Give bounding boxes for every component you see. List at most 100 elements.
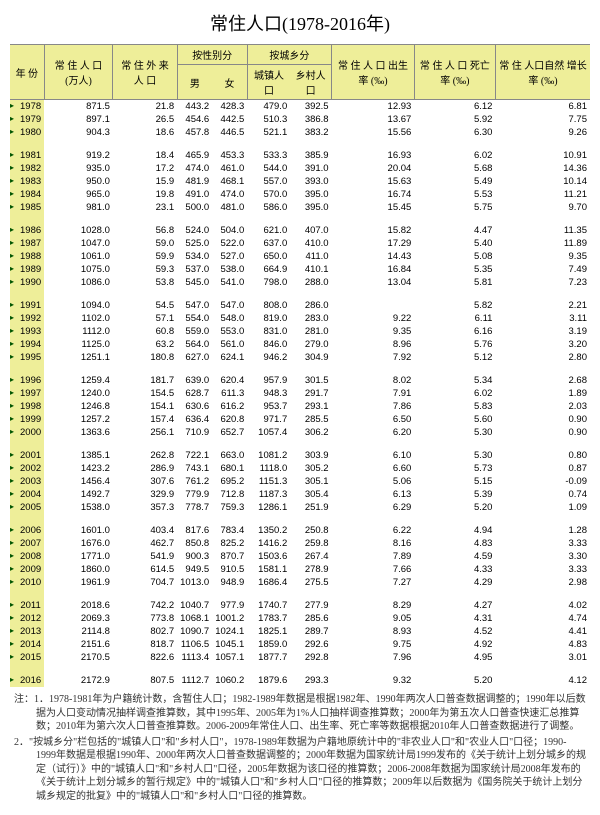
cell-value: 5.73 — [414, 462, 495, 475]
cell-value: 57.1 — [113, 312, 177, 325]
cell-year: 1999 — [10, 413, 44, 426]
col-natural: 常 住 人口自然 增长率 (‰) — [495, 45, 590, 100]
cell-value: 262.8 — [113, 449, 177, 462]
cell-value: 524.0 — [177, 224, 212, 237]
table-row: 20011385.1262.8722.1663.01081.2303.96.10… — [10, 449, 590, 462]
cell-value: 18.6 — [113, 126, 177, 139]
cell-value: 7.91 — [332, 387, 415, 400]
cell-year: 2004 — [10, 488, 44, 501]
cell-value: 386.8 — [290, 113, 331, 126]
cell-value: 1363.6 — [44, 426, 113, 439]
cell-value: 1057.1 — [212, 651, 247, 664]
cell-value: 15.45 — [332, 201, 415, 214]
cell-value: 15.82 — [332, 224, 415, 237]
cell-value: 468.1 — [212, 175, 247, 188]
cell-year: 1997 — [10, 387, 44, 400]
cell-value: 21.8 — [113, 100, 177, 114]
cell-value: 504.0 — [212, 224, 247, 237]
cell-value: 4.83 — [414, 537, 495, 550]
table-row: 20051538.0357.3778.7759.31286.1251.96.29… — [10, 501, 590, 514]
cell-value: 1001.2 — [212, 612, 247, 625]
cell-value: 3.33 — [495, 563, 590, 576]
cell-value: 712.8 — [212, 488, 247, 501]
cell-value: 8.29 — [332, 599, 415, 612]
cell-value: 7.23 — [495, 276, 590, 289]
table-row: 20031456.4307.6761.2695.21151.3305.15.06… — [10, 475, 590, 488]
cell-value: 391.0 — [290, 162, 331, 175]
cell-value: 305.1 — [290, 475, 331, 488]
cell-value: 453.3 — [212, 149, 247, 162]
table-row: 20081771.0541.9900.3870.71503.6267.47.89… — [10, 550, 590, 563]
cell-value: 553.0 — [212, 325, 247, 338]
cell-value: 288.0 — [290, 276, 331, 289]
cell-value: 1257.2 — [44, 413, 113, 426]
cell-value: 278.9 — [290, 563, 331, 576]
cell-value: 897.1 — [44, 113, 113, 126]
cell-year: 2015 — [10, 651, 44, 664]
cell-value: 1094.0 — [44, 299, 113, 312]
cell-value: 1879.6 — [247, 674, 290, 687]
cell-value: 16.74 — [332, 188, 415, 201]
cell-value: 533.3 — [247, 149, 290, 162]
col-migrant: 常 住 外 来 人 口 — [113, 45, 177, 100]
col-death: 常 住 人 口 死亡率 (‰) — [414, 45, 495, 100]
cell-value: 5.75 — [414, 201, 495, 214]
cell-value: 293.1 — [290, 400, 331, 413]
col-pop: 常 住 人 口 (万人) — [44, 45, 113, 100]
cell-value: 14.36 — [495, 162, 590, 175]
cell-value: 949.5 — [177, 563, 212, 576]
cell-value: 6.16 — [414, 325, 495, 338]
cell-value: 15.63 — [332, 175, 415, 188]
cell-value: 19.8 — [113, 188, 177, 201]
cell-value: 510.3 — [247, 113, 290, 126]
cell-value: 919.2 — [44, 149, 113, 162]
cell-value: 250.8 — [290, 524, 331, 537]
cell-value: 614.5 — [113, 563, 177, 576]
cell-value: 818.7 — [113, 638, 177, 651]
cell-value: 4.95 — [414, 651, 495, 664]
table-row: 20021423.2286.9743.1680.11118.0305.26.60… — [10, 462, 590, 475]
cell-value: 285.6 — [290, 612, 331, 625]
cell-value: 1024.1 — [212, 625, 247, 638]
cell-value: 3.19 — [495, 325, 590, 338]
cell-value: 981.0 — [44, 201, 113, 214]
table-row: 19971240.0154.5628.7611.3948.3291.77.916… — [10, 387, 590, 400]
cell-value: 292.8 — [290, 651, 331, 664]
cell-year: 1983 — [10, 175, 44, 188]
cell-value: 4.94 — [414, 524, 495, 537]
cell-value: 306.2 — [290, 426, 331, 439]
cell-value: 283.0 — [290, 312, 331, 325]
cell-value: 910.5 — [212, 563, 247, 576]
cell-value: 1961.9 — [44, 576, 113, 589]
footnotes: 注：1．1978-1981年为户籍统计数，含暂住人口；1982-1989年数据是… — [10, 693, 590, 803]
table-row: 20001363.6256.1710.9652.71057.4306.26.20… — [10, 426, 590, 439]
cell-value: 1125.0 — [44, 338, 113, 351]
cell-value: 6.10 — [332, 449, 415, 462]
cell-value: 1047.0 — [44, 237, 113, 250]
table-row: 19901086.053.8545.0541.0798.0288.013.045… — [10, 276, 590, 289]
cell-value: 630.6 — [177, 400, 212, 413]
cell-value: 279.0 — [290, 338, 331, 351]
table-row: 19961259.4181.7639.0620.4957.9301.58.025… — [10, 374, 590, 387]
cell-value: 541.9 — [113, 550, 177, 563]
cell-value: 474.0 — [212, 188, 247, 201]
cell-value: 8.16 — [332, 537, 415, 550]
cell-value: 1086.0 — [44, 276, 113, 289]
cell-value: 1068.1 — [177, 612, 212, 625]
cell-year: 2009 — [10, 563, 44, 576]
cell-value: 778.7 — [177, 501, 212, 514]
cell-value: 180.8 — [113, 351, 177, 364]
cell-year: 1992 — [10, 312, 44, 325]
cell-value: 620.4 — [212, 374, 247, 387]
cell-value: 5.53 — [414, 188, 495, 201]
cell-value: 628.7 — [177, 387, 212, 400]
cell-value: 2114.8 — [44, 625, 113, 638]
cell-value: 1416.2 — [247, 537, 290, 550]
cell-value: 527.0 — [212, 250, 247, 263]
cell-value: 965.0 — [44, 188, 113, 201]
cell-value: 4.02 — [495, 599, 590, 612]
cell-value: 6.29 — [332, 501, 415, 514]
cell-value: 544.0 — [247, 162, 290, 175]
cell-value: 286.9 — [113, 462, 177, 475]
cell-value: 522.0 — [212, 237, 247, 250]
